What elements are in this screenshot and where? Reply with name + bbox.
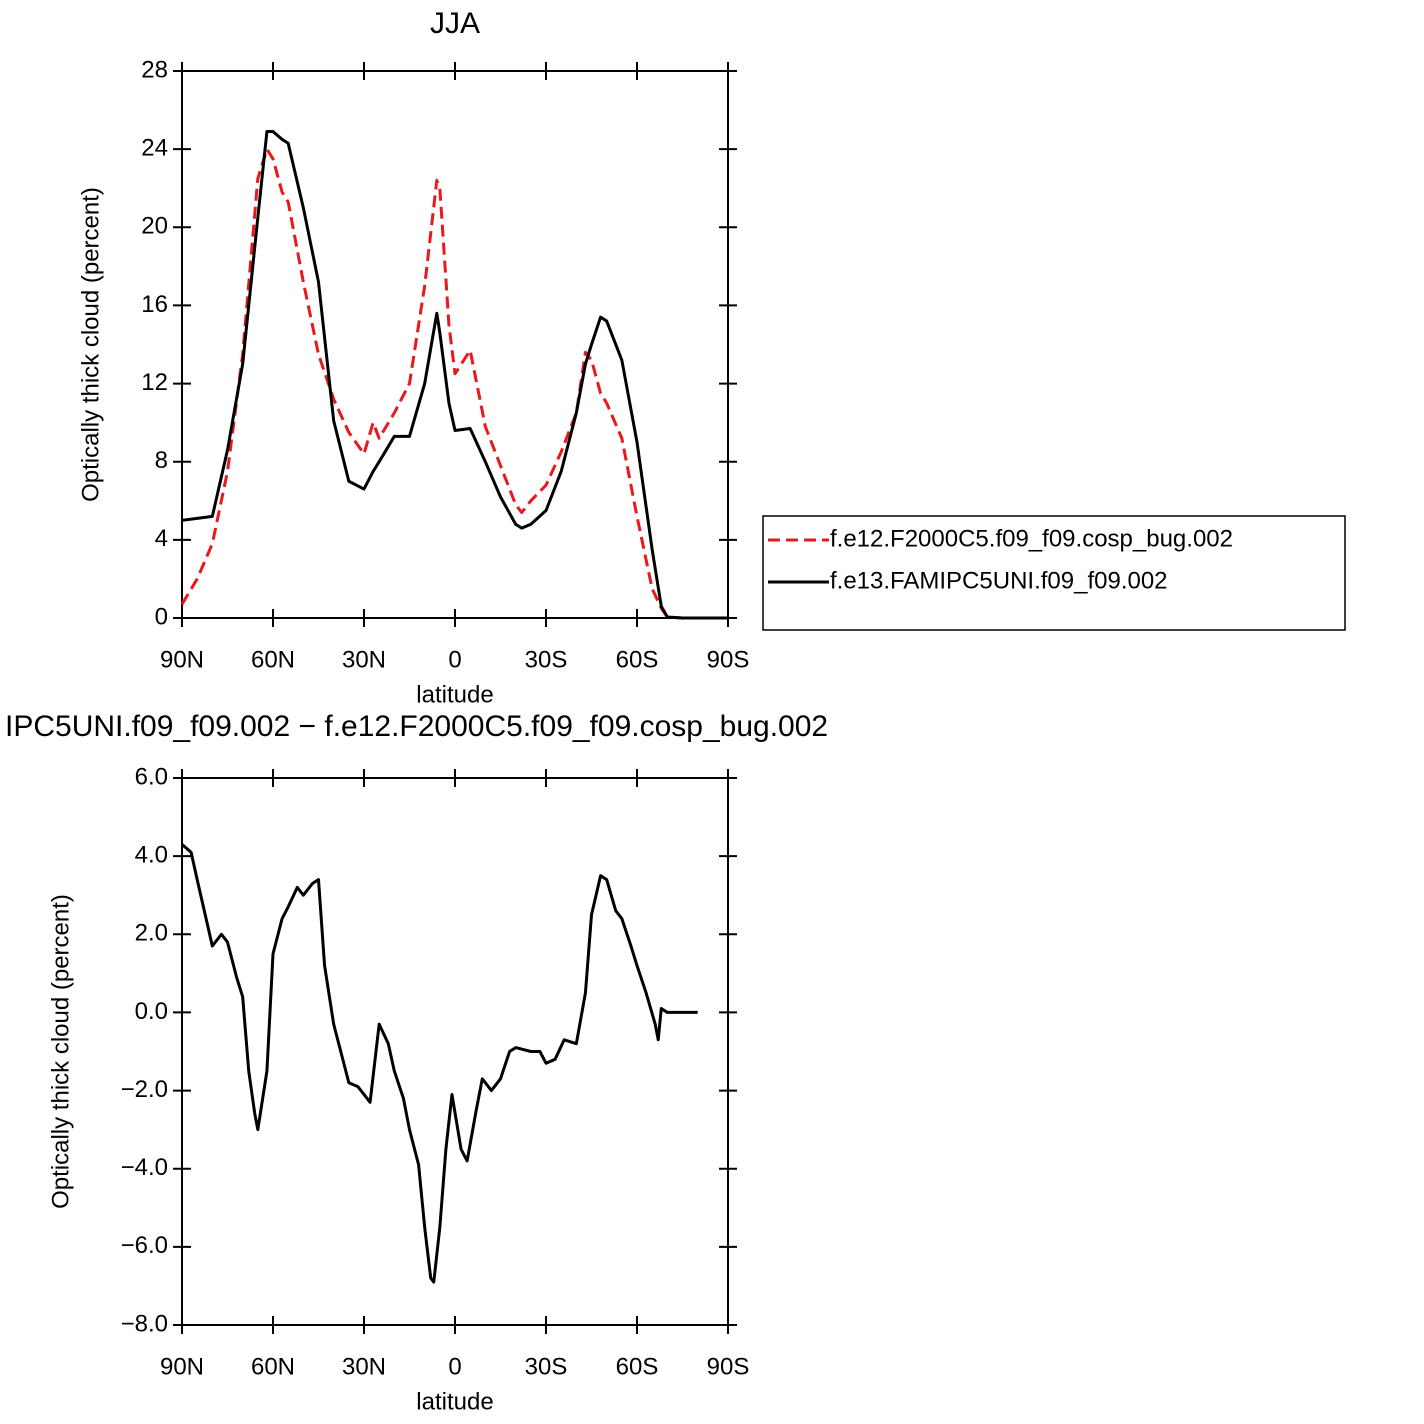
x-tick-label: 30N <box>342 1353 386 1380</box>
y-tick-label: −4.0 <box>121 1154 168 1181</box>
plot-frame <box>181 777 729 1326</box>
x-axis-label: latitude <box>416 1388 493 1415</box>
y-tick-label: 28 <box>141 56 168 83</box>
x-axis-label: latitude <box>416 681 493 708</box>
x-tick-label: 90N <box>160 1353 204 1380</box>
data-line <box>180 147 728 620</box>
y-tick-label: −6.0 <box>121 1232 168 1259</box>
x-tick-label: 0 <box>448 1353 461 1380</box>
x-tick-label: 60N <box>251 1353 295 1380</box>
y-axis-label: Optically thick cloud (percent) <box>77 187 104 502</box>
y-tick-label: −2.0 <box>121 1076 168 1103</box>
y-axis-label: Optically thick cloud (percent) <box>47 894 74 1209</box>
legend-box <box>762 515 1346 631</box>
x-tick-label: 30N <box>342 646 386 673</box>
x-tick-label: 60N <box>251 646 295 673</box>
data-line <box>181 843 698 1284</box>
x-tick-label: 90S <box>707 1353 750 1380</box>
x-tick-label: 30S <box>525 1353 568 1380</box>
y-tick-label: 4 <box>155 525 168 552</box>
x-tick-label: 90N <box>160 646 204 673</box>
y-tick-label: 0.0 <box>135 998 168 1025</box>
legend-label: f.e13.FAMIPC5UNI.f09_f09.002 <box>830 567 1168 594</box>
x-tick-label: 30S <box>525 646 568 673</box>
y-tick-label: 16 <box>141 291 168 318</box>
x-tick-label: 60S <box>616 1353 659 1380</box>
x-tick-label: 90S <box>707 646 750 673</box>
y-tick-label: 0 <box>155 603 168 630</box>
chart-title: IPC5UNI.f09_f09.002 − f.e12.F2000C5.f09_… <box>5 710 828 743</box>
y-tick-label: 2.0 <box>135 920 168 947</box>
legend-label: f.e12.F2000C5.f09_f09.cosp_bug.002 <box>830 525 1233 552</box>
x-tick-label: 0 <box>448 646 461 673</box>
x-tick-label: 60S <box>616 646 659 673</box>
y-tick-label: 8 <box>155 447 168 474</box>
y-tick-label: −8.0 <box>121 1310 168 1337</box>
chart-title: JJA <box>430 7 480 40</box>
y-tick-label: 12 <box>141 369 168 396</box>
data-line <box>181 130 728 620</box>
y-tick-label: 24 <box>141 134 168 161</box>
y-tick-label: 6.0 <box>135 763 168 790</box>
y-tick-label: 4.0 <box>135 841 168 868</box>
y-tick-label: 20 <box>141 213 168 240</box>
